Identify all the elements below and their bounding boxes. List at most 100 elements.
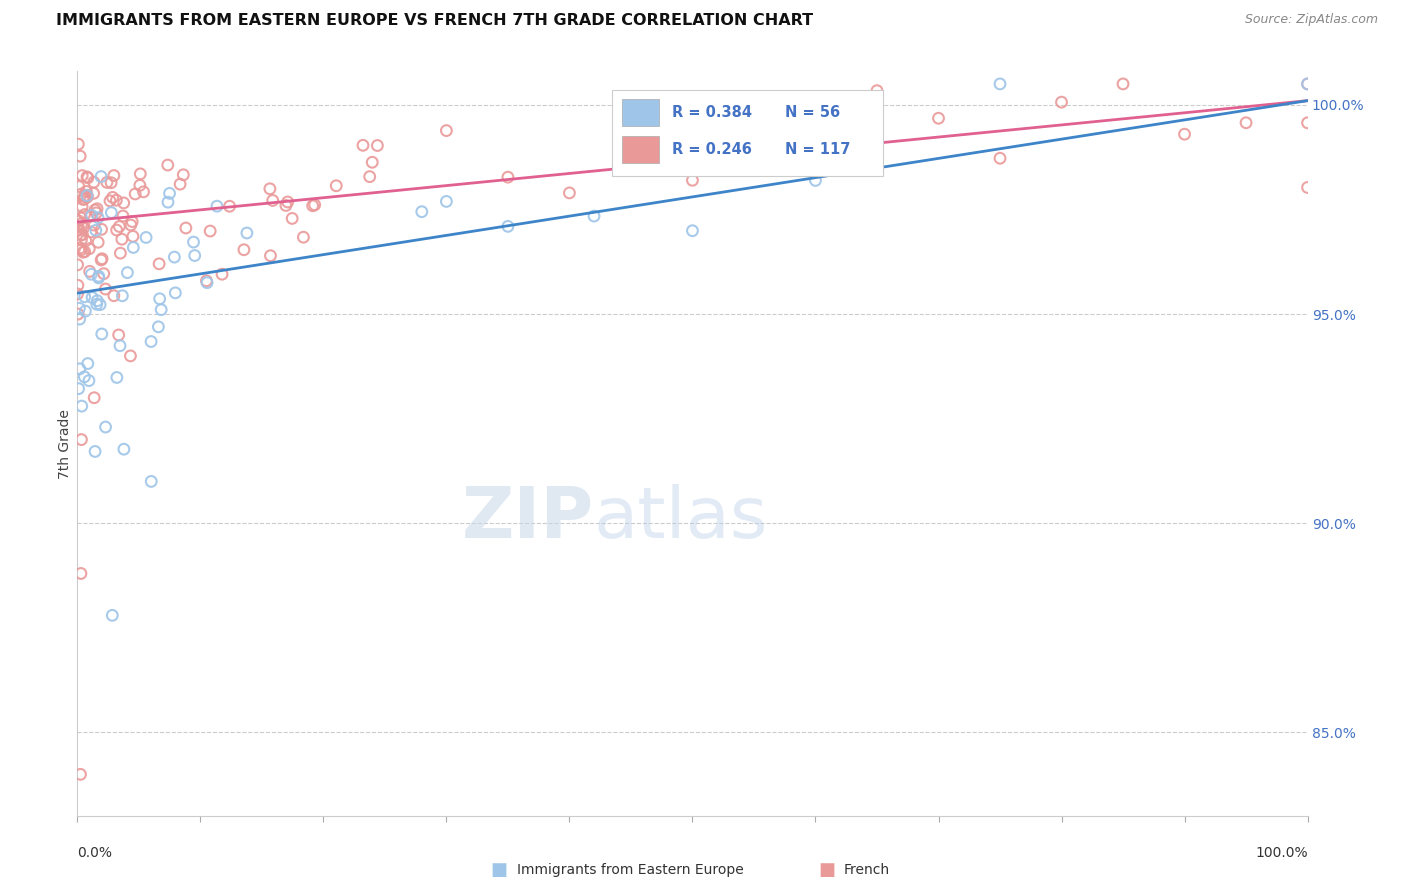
Point bbox=[620, 149, 643, 163]
Point bbox=[75, 304, 97, 318]
Point bbox=[66, 258, 89, 272]
Point bbox=[73, 208, 96, 222]
Point bbox=[70, 187, 93, 202]
Point bbox=[174, 221, 197, 235]
Text: R = 0.384: R = 0.384 bbox=[672, 105, 752, 120]
Point bbox=[359, 169, 381, 184]
Point bbox=[198, 224, 221, 238]
Point bbox=[70, 243, 93, 257]
Point bbox=[366, 138, 388, 153]
Point bbox=[1296, 180, 1319, 194]
Point bbox=[70, 399, 93, 413]
Point bbox=[69, 312, 91, 326]
Point bbox=[70, 233, 93, 247]
Point bbox=[67, 137, 90, 152]
Point bbox=[100, 176, 122, 190]
Point bbox=[90, 169, 112, 184]
Point bbox=[66, 287, 89, 301]
Point bbox=[70, 169, 93, 183]
Point bbox=[232, 243, 254, 257]
Point bbox=[804, 143, 827, 157]
Point bbox=[69, 767, 91, 781]
Text: Immigrants from Eastern Europe: Immigrants from Eastern Europe bbox=[517, 863, 744, 877]
Point bbox=[277, 194, 299, 209]
Point bbox=[122, 240, 145, 254]
Point bbox=[105, 370, 128, 384]
Point bbox=[274, 198, 297, 212]
Point bbox=[67, 219, 90, 234]
Point bbox=[70, 216, 93, 230]
Point bbox=[84, 223, 107, 237]
Text: ■: ■ bbox=[491, 861, 508, 879]
Text: N = 56: N = 56 bbox=[785, 105, 839, 120]
Point bbox=[94, 282, 117, 296]
Point bbox=[73, 189, 96, 203]
Point bbox=[121, 214, 143, 228]
Point bbox=[558, 186, 581, 200]
Point bbox=[148, 257, 170, 271]
Point bbox=[80, 225, 103, 239]
Point bbox=[86, 202, 108, 216]
Point bbox=[90, 326, 112, 341]
Point bbox=[70, 566, 93, 581]
Point bbox=[70, 200, 93, 214]
Point bbox=[80, 290, 103, 304]
Point bbox=[83, 186, 105, 201]
Point bbox=[94, 420, 117, 434]
Point bbox=[67, 307, 90, 321]
Point bbox=[84, 202, 107, 217]
Point bbox=[436, 123, 458, 137]
Point bbox=[111, 209, 134, 223]
Point bbox=[67, 382, 90, 396]
Point bbox=[135, 230, 157, 244]
Point bbox=[928, 112, 950, 126]
Text: French: French bbox=[844, 863, 890, 877]
Point bbox=[76, 190, 98, 204]
Point bbox=[120, 349, 142, 363]
Text: Source: ZipAtlas.com: Source: ZipAtlas.com bbox=[1244, 13, 1378, 27]
Point bbox=[259, 249, 281, 263]
Point bbox=[301, 199, 323, 213]
Point bbox=[281, 211, 304, 226]
Text: ■: ■ bbox=[818, 861, 835, 879]
Point bbox=[117, 266, 139, 280]
Point bbox=[211, 267, 233, 281]
Point bbox=[72, 193, 94, 207]
Point bbox=[80, 267, 103, 281]
Point bbox=[76, 169, 98, 184]
Point bbox=[77, 374, 100, 388]
Point bbox=[108, 219, 131, 234]
Point bbox=[218, 199, 240, 213]
Point bbox=[325, 178, 347, 193]
Point bbox=[988, 77, 1011, 91]
Point bbox=[352, 138, 374, 153]
Point bbox=[101, 608, 124, 623]
Text: 0.0%: 0.0% bbox=[77, 847, 112, 860]
Point bbox=[69, 228, 91, 243]
Point bbox=[156, 158, 179, 172]
Point bbox=[79, 242, 101, 256]
Point bbox=[108, 339, 131, 353]
Point bbox=[76, 357, 98, 371]
Point bbox=[66, 223, 89, 237]
Point bbox=[496, 170, 519, 185]
Point bbox=[132, 185, 155, 199]
Point bbox=[87, 211, 110, 225]
Point bbox=[169, 177, 191, 191]
Point bbox=[129, 167, 152, 181]
Point bbox=[76, 188, 98, 202]
Point bbox=[866, 84, 889, 98]
Point bbox=[111, 232, 134, 246]
Point bbox=[183, 235, 205, 249]
Point bbox=[259, 182, 281, 196]
Point bbox=[128, 178, 150, 193]
Point bbox=[83, 391, 105, 405]
Point bbox=[66, 222, 89, 236]
Point bbox=[100, 205, 122, 219]
Point bbox=[411, 204, 433, 219]
Point bbox=[165, 285, 187, 300]
Point bbox=[150, 302, 173, 317]
Text: N = 117: N = 117 bbox=[785, 142, 851, 157]
Point bbox=[262, 194, 284, 208]
Point bbox=[436, 194, 458, 209]
